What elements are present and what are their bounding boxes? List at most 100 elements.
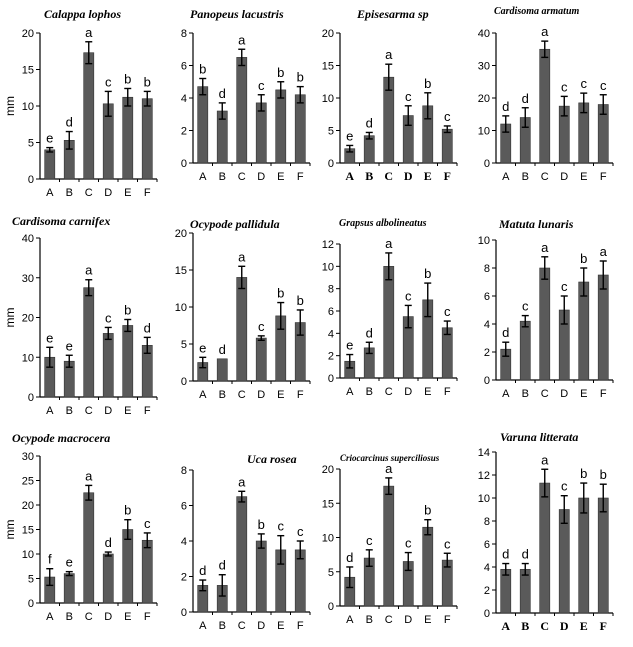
panel-10-y-tick-label-3: 6 bbox=[181, 501, 187, 513]
panel-9-sig-letter-D: d bbox=[105, 535, 112, 550]
panel-9-sig-letter-B: e bbox=[66, 555, 73, 570]
panel-7-x-label-B: B bbox=[366, 386, 373, 398]
panel-6-sig-letter-A: e bbox=[199, 340, 206, 355]
panel-7-sig-letter-E: b bbox=[424, 266, 431, 281]
panel-12-y-tick-label-4: 8 bbox=[484, 516, 490, 528]
panel-6-y-tick-label-4: 20 bbox=[175, 228, 187, 240]
panel-2-sig-letter-F: b bbox=[297, 70, 304, 85]
panel-11-x-label-B: B bbox=[366, 614, 373, 626]
panel-6-x-label-F: F bbox=[297, 389, 304, 401]
panel-5-x-label-F: F bbox=[144, 405, 151, 417]
panel-4-x-label-A: A bbox=[502, 171, 510, 183]
panel-2-x-label-F: F bbox=[297, 171, 304, 183]
panel-12-x-label-F: F bbox=[600, 619, 607, 633]
panel-12-sig-letter-B: d bbox=[522, 547, 529, 562]
panel-5-x-label-E: E bbox=[124, 405, 131, 417]
panel-2-sig-letter-C: a bbox=[238, 32, 246, 47]
panel-1-sig-letter-F: b bbox=[144, 74, 151, 89]
panel-8-y-tick-label-3: 6 bbox=[484, 291, 490, 303]
panel-11-x-label-E: E bbox=[424, 614, 431, 626]
panel-6-y-tick-label-1: 5 bbox=[181, 339, 187, 351]
panel-12-sig-letter-C: a bbox=[541, 452, 549, 467]
panel-2-x-label-C: C bbox=[238, 171, 246, 183]
panel-8-sig-letter-F: a bbox=[600, 244, 608, 259]
panel-5-x-label-A: A bbox=[46, 405, 54, 417]
panel-5-sig-letter-E: b bbox=[124, 302, 131, 317]
panel-7-y-tick-label-0: 0 bbox=[328, 373, 334, 385]
panel-12-bar-A bbox=[500, 568, 512, 614]
panel-9-x-label-F: F bbox=[144, 611, 151, 623]
panel-11-title: Criocarcinus superciliosus bbox=[340, 453, 440, 463]
panel-9-title: Ocypode macrocera bbox=[12, 431, 110, 445]
panel-1-y-tick-label-0: 0 bbox=[28, 174, 34, 186]
panel-2-bar-C bbox=[236, 57, 248, 164]
panel-12-sig-letter-A: d bbox=[502, 547, 509, 562]
panel-2-x-label-A: A bbox=[199, 171, 207, 183]
panel-5-sig-letter-D: c bbox=[105, 310, 112, 325]
panel-5-x-label-C: C bbox=[85, 405, 93, 417]
panel-5-bar-C bbox=[83, 287, 95, 398]
panel-2-bar-A bbox=[197, 86, 209, 164]
panel-5-y-tick-label-2: 20 bbox=[22, 313, 34, 325]
panel-10-bar-D bbox=[255, 540, 267, 613]
panel-3-bar-F bbox=[441, 128, 453, 164]
panel-7-y-tick-label-5: 10 bbox=[322, 261, 334, 273]
panel-9-x-label-D: D bbox=[104, 611, 112, 623]
panel-12-y-tick-label-3: 6 bbox=[484, 539, 490, 551]
panel-1-bar-C bbox=[83, 52, 95, 180]
panel-5-y-tick-label-0: 0 bbox=[28, 392, 34, 404]
panel-12-y-tick-label-5: 10 bbox=[478, 493, 490, 505]
panel-7-sig-letter-B: d bbox=[366, 325, 373, 340]
panel-1-sig-letter-C: a bbox=[85, 25, 93, 40]
panel-11-bar-C bbox=[383, 485, 395, 607]
panel-12-y-tick-label-1: 2 bbox=[484, 585, 490, 597]
panel-3-bar-B bbox=[363, 135, 375, 164]
panel-12-bar-E bbox=[578, 497, 590, 614]
panel-10-sig-letter-B: d bbox=[219, 558, 226, 573]
panel-5-x-label-D: D bbox=[104, 405, 112, 417]
panel-8-x-label-E: E bbox=[580, 388, 587, 400]
panel-3-sig-letter-E: b bbox=[424, 76, 431, 91]
panel-7-sig-letter-F: c bbox=[444, 304, 451, 319]
panel-11-y-tick-label-0: 0 bbox=[328, 601, 334, 613]
panel-10-sig-letter-E: c bbox=[278, 519, 285, 534]
panel-5-sig-letter-C: a bbox=[85, 263, 93, 278]
panel-8-sig-letter-C: a bbox=[541, 240, 549, 255]
panel-10-y-tick-label-2: 4 bbox=[181, 536, 187, 548]
panel-9-sig-letter-A: f bbox=[48, 552, 52, 567]
panel-2-bar-E bbox=[275, 89, 287, 164]
panel-10-y-tick-label-1: 2 bbox=[181, 572, 187, 584]
panel-2-sig-letter-B: d bbox=[219, 86, 226, 101]
panel-2-y-tick-label-4: 8 bbox=[181, 28, 187, 40]
panel-6-x-label-B: B bbox=[219, 389, 226, 401]
panel-7-x-label-E: E bbox=[424, 386, 431, 398]
panel-12-y-tick-label-0: 0 bbox=[484, 608, 490, 620]
panel-10-y-tick-label-4: 8 bbox=[181, 465, 187, 477]
panel-4-sig-letter-C: a bbox=[541, 24, 549, 39]
panel-4-sig-letter-D: c bbox=[561, 79, 568, 94]
panel-1-sig-letter-A: e bbox=[46, 131, 53, 146]
panel-3-title: Episesarma sp bbox=[356, 7, 429, 21]
panel-9-x-label-A: A bbox=[46, 611, 54, 623]
panel-10-x-label-F: F bbox=[297, 620, 304, 632]
panel-5-y-tick-label-4: 40 bbox=[22, 233, 34, 245]
panel-4-title: Cardisoma armatum bbox=[494, 6, 580, 17]
panel-3-sig-letter-D: c bbox=[405, 89, 412, 104]
panel-5-y-label: mm bbox=[3, 308, 17, 328]
panel-8-y-tick-label-1: 2 bbox=[484, 347, 490, 359]
panel-3-x-label-F: F bbox=[444, 169, 451, 183]
panel-2-sig-letter-E: b bbox=[277, 65, 284, 80]
panel-12-x-label-E: E bbox=[580, 619, 588, 633]
panel-9-bar-C bbox=[83, 492, 95, 604]
panel-10-x-label-D: D bbox=[257, 620, 265, 632]
panel-9-sig-letter-C: a bbox=[85, 468, 93, 483]
panel-3-y-tick-label-4: 20 bbox=[322, 28, 334, 40]
panel-3-x-label-D: D bbox=[404, 169, 413, 183]
panel-10-sig-letter-C: a bbox=[238, 474, 246, 489]
panel-4-sig-letter-A: d bbox=[502, 99, 509, 114]
panel-5-bar-E bbox=[122, 325, 134, 398]
panel-11-y-tick-label-3: 15 bbox=[322, 498, 334, 510]
panel-6-y-tick-label-0: 0 bbox=[181, 376, 187, 388]
panel-6-sig-letter-E: b bbox=[277, 286, 284, 301]
panel-12-bar-F bbox=[597, 497, 609, 614]
